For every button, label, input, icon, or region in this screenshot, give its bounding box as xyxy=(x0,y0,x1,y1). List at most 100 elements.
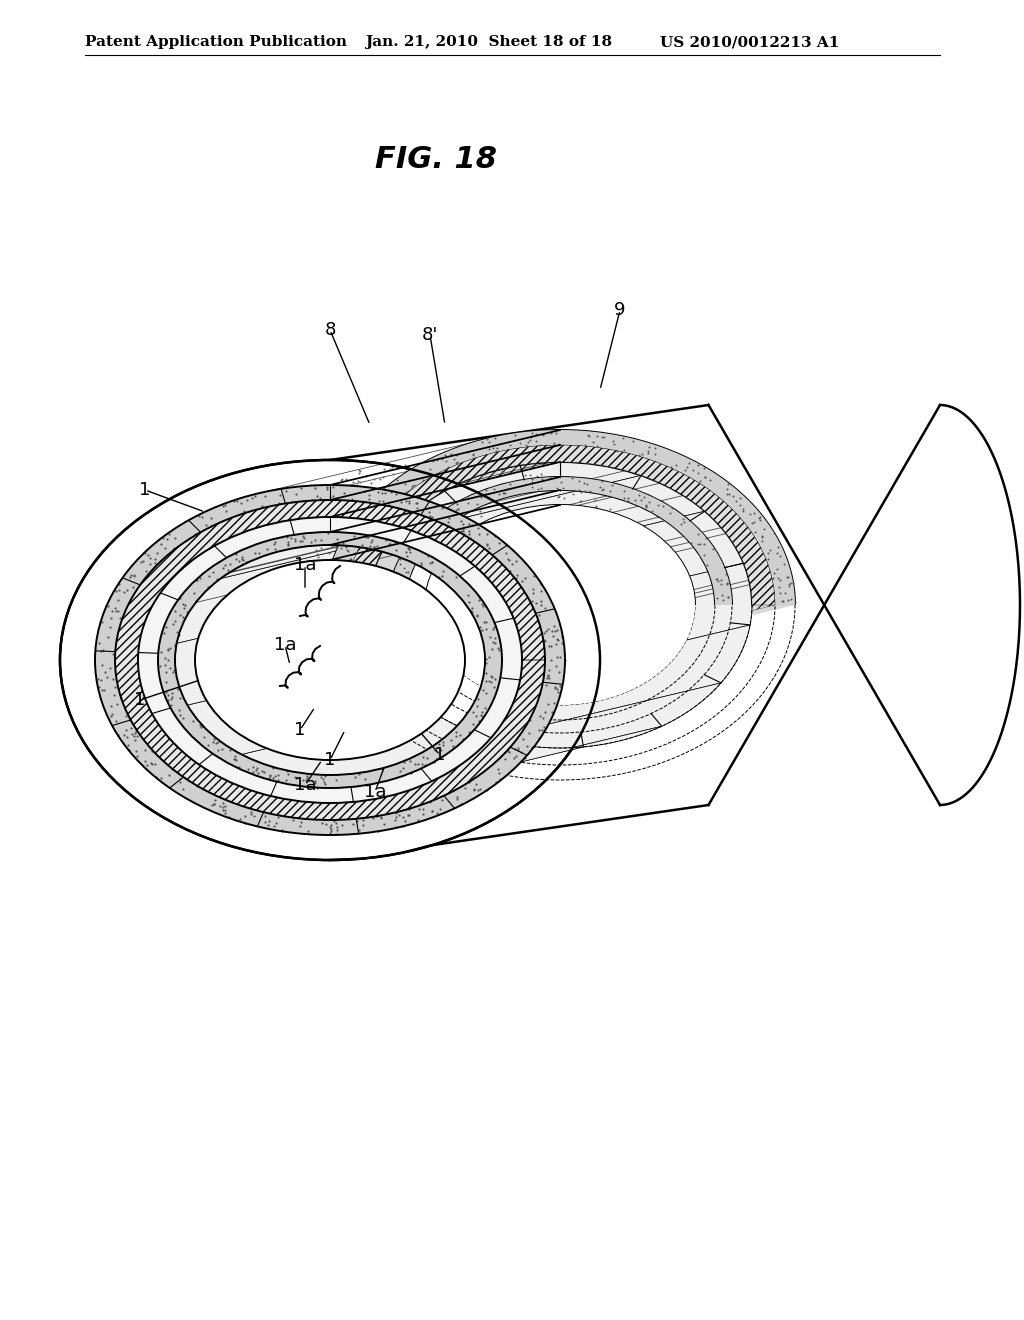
Point xyxy=(539,620,555,642)
Point xyxy=(446,502,463,523)
Point xyxy=(481,627,498,648)
Point xyxy=(423,511,439,532)
Point xyxy=(502,473,518,494)
Point xyxy=(471,500,487,521)
Point xyxy=(461,591,477,612)
Point xyxy=(339,529,355,550)
Point xyxy=(170,678,186,700)
Point xyxy=(523,471,540,492)
Point xyxy=(334,469,350,490)
Point xyxy=(420,545,436,566)
Point xyxy=(526,566,543,587)
Point xyxy=(202,565,218,586)
Point xyxy=(227,544,244,565)
Point xyxy=(118,705,134,726)
Point xyxy=(746,521,763,543)
Point xyxy=(351,818,368,840)
Point xyxy=(113,688,129,709)
Point xyxy=(102,616,119,638)
Point xyxy=(650,494,667,515)
Point xyxy=(449,444,465,465)
Point xyxy=(468,705,484,726)
Point xyxy=(155,527,171,548)
Point xyxy=(569,545,586,566)
Point xyxy=(587,488,603,510)
Point xyxy=(137,560,154,581)
Point xyxy=(753,507,769,528)
Point xyxy=(460,585,476,606)
Point xyxy=(497,748,513,770)
Point xyxy=(421,520,437,541)
Point xyxy=(292,531,308,552)
Point xyxy=(518,434,535,455)
Point xyxy=(731,487,748,508)
Point xyxy=(396,751,413,772)
Point xyxy=(374,759,390,780)
Point xyxy=(478,618,495,639)
Point xyxy=(206,793,222,814)
Point xyxy=(532,573,549,594)
Point xyxy=(334,814,350,836)
Text: 8': 8' xyxy=(422,326,438,345)
Point xyxy=(745,503,762,524)
Point xyxy=(191,568,208,589)
Point xyxy=(455,729,471,750)
Point xyxy=(720,587,736,609)
Point xyxy=(664,498,680,519)
Point xyxy=(141,554,158,576)
Point xyxy=(371,517,387,539)
Point xyxy=(513,510,529,531)
Point xyxy=(161,764,177,785)
Point xyxy=(444,735,461,756)
Polygon shape xyxy=(412,475,705,566)
Point xyxy=(129,726,145,747)
Point xyxy=(489,758,506,779)
Point xyxy=(167,601,183,622)
Point xyxy=(261,768,278,789)
Point xyxy=(329,820,345,841)
Point xyxy=(474,483,490,504)
Point xyxy=(372,469,388,490)
Point xyxy=(415,455,431,477)
Point xyxy=(772,570,788,591)
Point xyxy=(160,638,176,659)
Point xyxy=(293,478,309,499)
Point xyxy=(280,760,296,781)
Point xyxy=(194,715,210,737)
Point xyxy=(551,433,567,454)
Point xyxy=(327,583,343,605)
Point xyxy=(471,616,487,638)
Point xyxy=(274,498,291,519)
Point xyxy=(523,737,540,758)
Point xyxy=(592,477,608,498)
Point xyxy=(312,488,329,510)
Point xyxy=(368,492,384,513)
Point xyxy=(201,577,217,598)
Point xyxy=(377,482,393,503)
Point xyxy=(437,500,454,521)
Point xyxy=(509,519,525,540)
Point xyxy=(478,479,495,500)
Point xyxy=(415,747,431,768)
Point xyxy=(350,462,367,483)
Point xyxy=(345,525,361,546)
Point xyxy=(261,766,278,787)
Point xyxy=(385,463,401,484)
Point xyxy=(102,696,119,717)
Point xyxy=(690,462,707,483)
Point xyxy=(160,640,176,661)
Point xyxy=(673,513,689,535)
Polygon shape xyxy=(115,445,775,660)
Point xyxy=(260,525,276,546)
Point xyxy=(103,704,120,725)
Point xyxy=(406,544,422,565)
Point xyxy=(222,553,239,574)
Point xyxy=(392,549,409,570)
Point xyxy=(541,660,557,681)
Point xyxy=(324,814,340,836)
Point xyxy=(423,507,439,528)
Point xyxy=(478,671,495,692)
Point xyxy=(254,495,270,516)
Point xyxy=(454,496,470,517)
Point xyxy=(695,458,712,479)
